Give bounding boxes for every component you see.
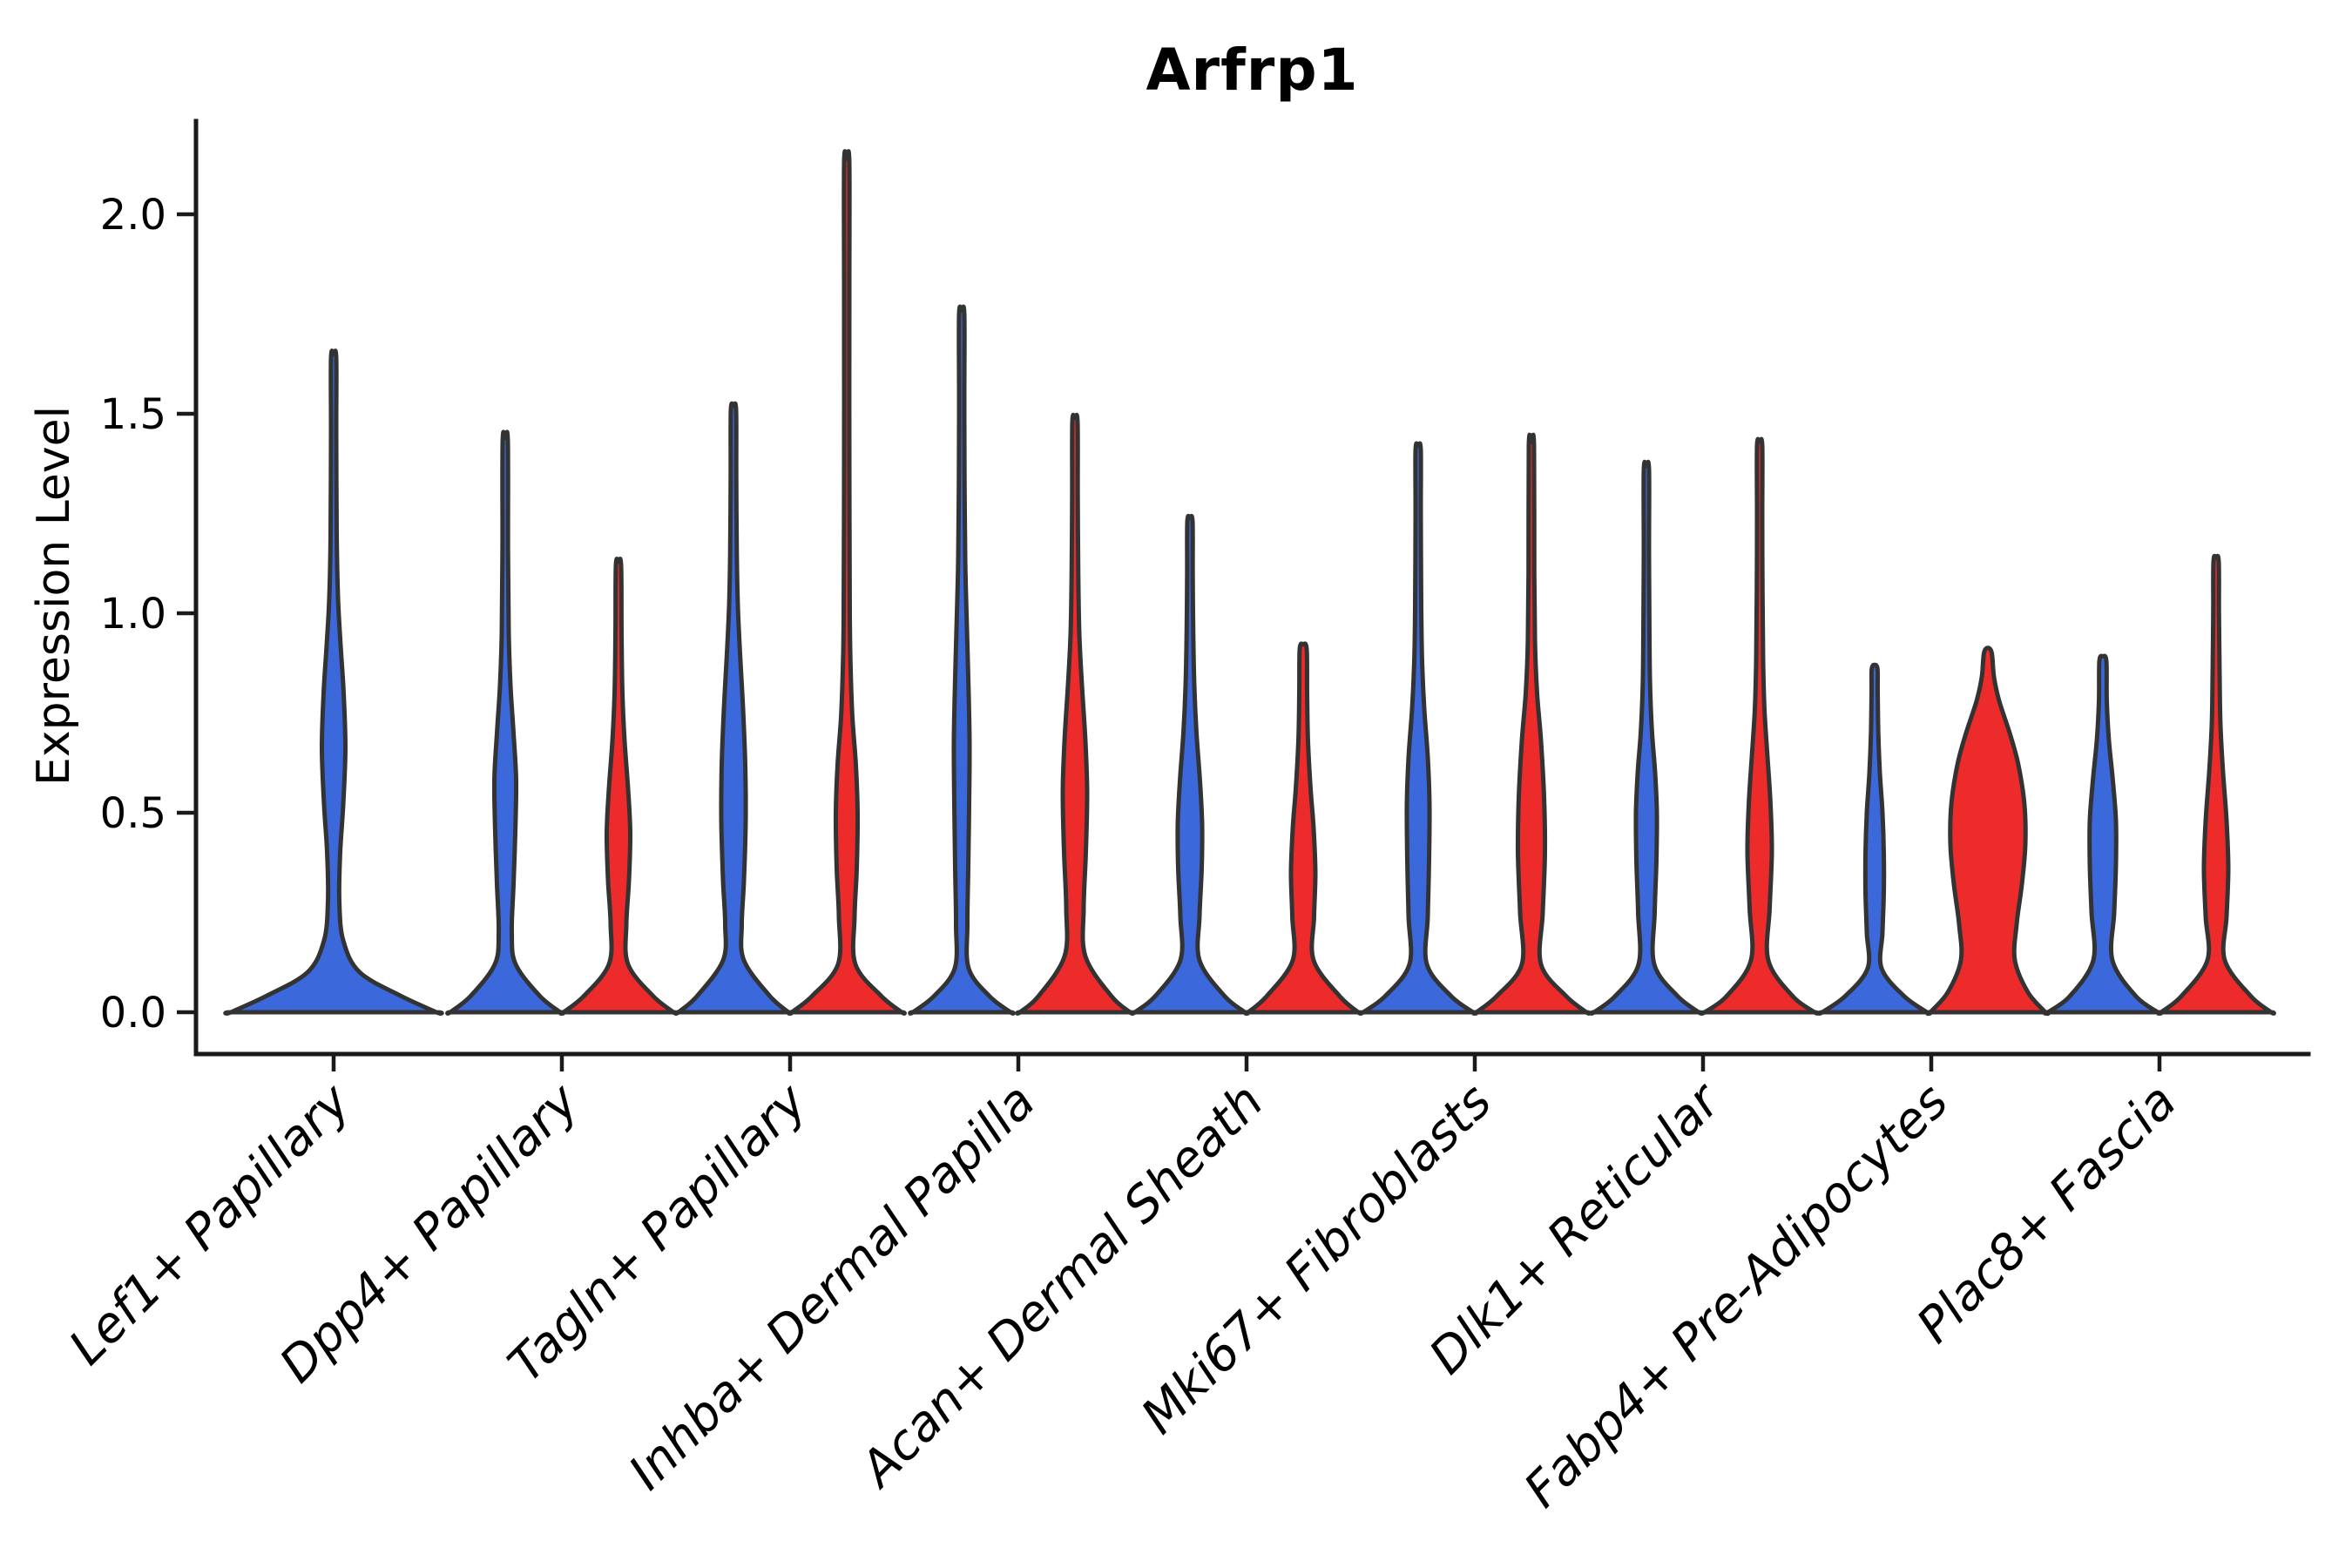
chart-title: Arfrp1 — [1146, 37, 1359, 104]
x-tick-label-inhba-dermal-papilla: Inhba+ Dermal Papilla — [618, 1073, 1046, 1501]
violin-blue-inhba-dermal-papilla — [908, 304, 1016, 1016]
violin-blue-tagln-papillary — [673, 401, 794, 1016]
y-tick-label: 0.5 — [100, 789, 166, 838]
violin-red-fabp4-pre-adipocytes — [1925, 645, 2051, 1017]
violin-red-mki67-fibroblasts — [1471, 432, 1592, 1016]
violin-blue-lef1-papillary — [223, 348, 444, 1016]
violin-blue-plac8-fascia — [2042, 653, 2164, 1016]
violin-red-tagln-papillary — [787, 149, 907, 1016]
violin-blue-fabp4-pre-adipocytes — [1817, 662, 1932, 1016]
violin-red-dlk1-reticular — [1699, 436, 1821, 1016]
violin-red-inhba-dermal-papilla — [1015, 412, 1135, 1016]
violin-blue-mki67-fibroblasts — [1357, 441, 1479, 1016]
violin-blue-dlk1-reticular — [1589, 459, 1704, 1016]
x-tick-label-acan-dermal-sheath: Acan+ Dermal Sheath — [848, 1073, 1274, 1499]
y-tick-label: 1.0 — [100, 590, 166, 639]
y-tick-label: 1.5 — [100, 390, 166, 439]
y-tick-label: 2.0 — [100, 191, 166, 240]
y-tick-label: 0.0 — [100, 989, 166, 1037]
x-tick-label-fabp4-pre-adipocytes: Fabp4+ Pre-Adipocytes — [1514, 1073, 1959, 1518]
violin-blue-dpp4-papillary — [445, 429, 565, 1016]
violin-red-dpp4-papillary — [558, 557, 679, 1016]
violin-blue-acan-dermal-sheath — [1130, 513, 1250, 1016]
violin-red-plac8-fascia — [2156, 553, 2276, 1016]
violin-red-acan-dermal-sheath — [1243, 641, 1363, 1016]
